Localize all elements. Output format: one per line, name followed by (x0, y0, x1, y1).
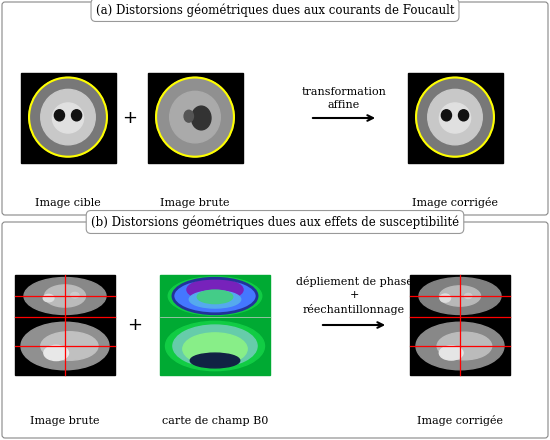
Text: Image brute: Image brute (30, 416, 100, 426)
Ellipse shape (24, 278, 106, 315)
Bar (160, 275, 270, 317)
Ellipse shape (168, 277, 262, 315)
Ellipse shape (41, 332, 98, 360)
Bar (20, 73, 115, 163)
Text: (a) Distorsions géométriques dues aux courants de Foucault: (a) Distorsions géométriques dues aux co… (96, 3, 454, 17)
Ellipse shape (21, 322, 109, 370)
FancyBboxPatch shape (2, 2, 548, 215)
Bar (410, 275, 510, 317)
Ellipse shape (184, 110, 194, 122)
Ellipse shape (52, 103, 84, 133)
Ellipse shape (43, 294, 54, 302)
Ellipse shape (183, 333, 247, 365)
Bar (410, 317, 510, 375)
Ellipse shape (441, 110, 452, 121)
Ellipse shape (419, 278, 501, 315)
FancyBboxPatch shape (2, 222, 548, 438)
Ellipse shape (173, 325, 257, 367)
Text: Image corrigée: Image corrigée (417, 415, 503, 426)
Text: Image corrigée: Image corrigée (412, 197, 498, 208)
Text: (b) Distorsions géométriques dues aux effets de susceptibilité: (b) Distorsions géométriques dues aux ef… (91, 215, 459, 229)
Text: Image brute: Image brute (160, 198, 230, 208)
Ellipse shape (54, 110, 64, 121)
Ellipse shape (29, 77, 107, 157)
Ellipse shape (416, 322, 504, 370)
Bar (408, 73, 503, 163)
Ellipse shape (439, 286, 481, 306)
Ellipse shape (459, 110, 469, 121)
Text: transformation
affine: transformation affine (301, 87, 387, 110)
Bar (15, 317, 115, 375)
Ellipse shape (437, 332, 492, 360)
Text: dépliement de phase
+
réechantillonnage: dépliement de phase + réechantillonnage (295, 276, 412, 315)
Text: +: + (128, 316, 142, 334)
Ellipse shape (465, 293, 472, 299)
Ellipse shape (428, 89, 482, 145)
Ellipse shape (166, 321, 265, 370)
Ellipse shape (41, 89, 95, 145)
Ellipse shape (190, 353, 240, 368)
Bar (160, 317, 270, 375)
Text: Image cible: Image cible (35, 198, 101, 208)
Text: carte de champ B0: carte de champ B0 (162, 416, 268, 426)
Ellipse shape (44, 345, 69, 360)
Bar (147, 73, 243, 163)
Ellipse shape (71, 293, 79, 298)
Ellipse shape (174, 279, 256, 313)
Ellipse shape (439, 103, 471, 133)
Ellipse shape (197, 290, 233, 304)
Ellipse shape (416, 77, 494, 157)
Ellipse shape (187, 279, 243, 301)
Ellipse shape (45, 285, 85, 307)
Ellipse shape (72, 110, 81, 121)
Ellipse shape (156, 77, 234, 157)
Bar (15, 275, 115, 317)
Ellipse shape (439, 346, 463, 360)
Ellipse shape (170, 92, 221, 143)
Ellipse shape (189, 291, 241, 308)
Ellipse shape (191, 106, 211, 130)
Text: +: + (123, 109, 138, 127)
Ellipse shape (440, 294, 450, 302)
